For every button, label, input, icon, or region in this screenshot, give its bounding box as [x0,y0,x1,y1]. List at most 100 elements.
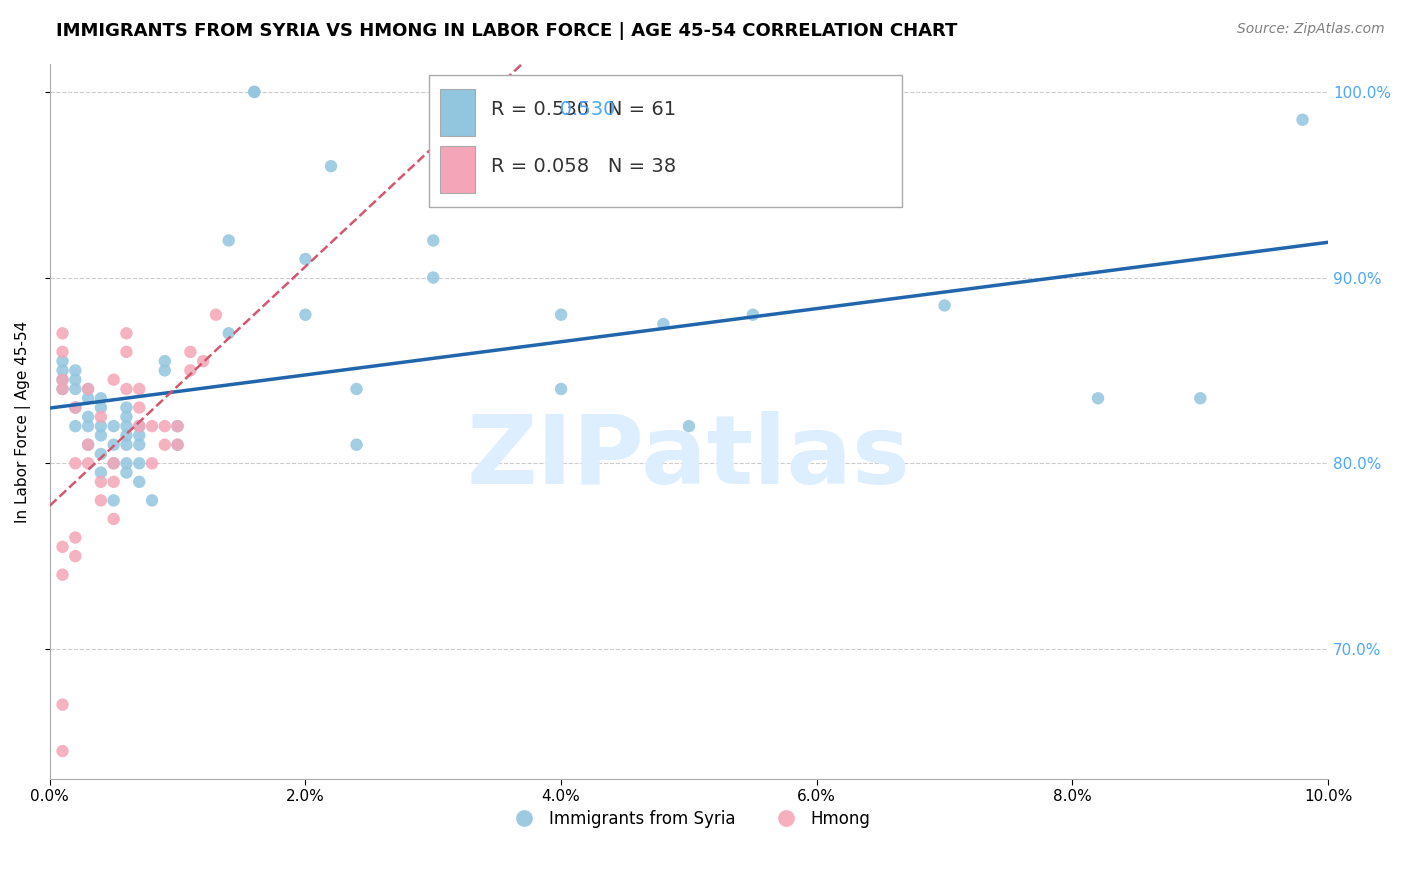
Point [243,85,266,99]
Point [346,382,368,396]
Point [90,466,112,480]
Point [65,531,87,545]
Point [128,428,150,442]
Point [90,419,112,434]
Point [319,159,342,173]
Point [77,419,100,434]
Point [128,419,150,434]
Point [141,419,163,434]
Point [103,373,125,387]
Point [153,354,176,368]
Point [51,744,73,758]
Point [128,419,150,434]
Point [90,447,112,461]
Point [65,419,87,434]
Point [77,456,100,470]
Point [103,512,125,526]
Text: R = 0.530   N = 61: R = 0.530 N = 61 [491,100,676,119]
Point [128,401,150,415]
Y-axis label: In Labor Force | Age 45-54: In Labor Force | Age 45-54 [15,320,31,523]
Point [115,456,138,470]
Point [115,438,138,452]
Point [346,438,368,452]
Point [77,382,100,396]
Point [1087,392,1109,406]
Point [294,308,316,322]
Point [51,382,73,396]
Point [115,401,138,415]
Point [218,234,240,248]
Point [115,419,138,434]
Point [115,382,138,396]
Point [51,373,73,387]
Point [1291,112,1313,127]
FancyBboxPatch shape [440,89,475,136]
Point [166,419,188,434]
Point [51,373,73,387]
Point [115,409,138,424]
Point [128,382,150,396]
Point [741,308,763,322]
Point [422,234,444,248]
Point [103,456,125,470]
Point [77,382,100,396]
Point [153,363,176,377]
Point [90,428,112,442]
Point [77,438,100,452]
Point [51,344,73,359]
Point [51,326,73,341]
Point [77,392,100,406]
Point [153,438,176,452]
Point [51,698,73,712]
Point [65,456,87,470]
Point [90,493,112,508]
Point [115,344,138,359]
Text: ZIPatlas: ZIPatlas [467,410,911,504]
FancyBboxPatch shape [429,75,903,207]
Point [65,549,87,563]
Text: R = 0.058   N = 38: R = 0.058 N = 38 [491,157,676,176]
Point [166,438,188,452]
Legend: Immigrants from Syria, Hmong: Immigrants from Syria, Hmong [501,804,877,835]
Text: 0.530: 0.530 [491,100,616,119]
Point [51,567,73,582]
Point [166,419,188,434]
Point [51,363,73,377]
Point [294,252,316,266]
Point [141,493,163,508]
Point [103,493,125,508]
Point [128,475,150,489]
Point [65,401,87,415]
Point [77,409,100,424]
Point [51,540,73,554]
Point [65,382,87,396]
Point [1189,392,1212,406]
Text: Source: ZipAtlas.com: Source: ZipAtlas.com [1237,22,1385,37]
Point [51,382,73,396]
Point [141,456,163,470]
Point [652,317,675,331]
Text: IMMIGRANTS FROM SYRIA VS HMONG IN LABOR FORCE | AGE 45-54 CORRELATION CHART: IMMIGRANTS FROM SYRIA VS HMONG IN LABOR … [56,22,957,40]
Point [90,409,112,424]
Point [153,419,176,434]
Point [179,344,201,359]
Point [77,438,100,452]
Point [65,401,87,415]
Point [115,428,138,442]
Point [115,326,138,341]
Point [103,419,125,434]
Point [128,438,150,452]
FancyBboxPatch shape [440,146,475,193]
Point [422,270,444,285]
Point [51,354,73,368]
Point [678,419,700,434]
Point [179,363,201,377]
Point [90,401,112,415]
Point [90,392,112,406]
Point [115,466,138,480]
Point [103,438,125,452]
Point [128,456,150,470]
Point [90,475,112,489]
Point [103,456,125,470]
Point [166,438,188,452]
